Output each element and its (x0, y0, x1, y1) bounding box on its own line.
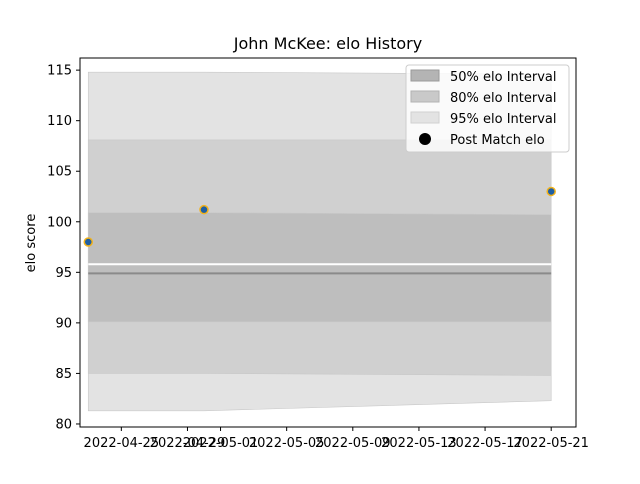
center-lines (88, 263, 552, 275)
y-axis: 80 85 90 95 100 105 110 115 (47, 64, 80, 432)
y-tick-label: 80 (55, 417, 72, 432)
y-tick-label: 95 (55, 266, 72, 281)
legend-label-50: 50% elo Interval (450, 70, 557, 85)
y-tick-label: 115 (47, 64, 72, 79)
y-tick-label: 85 (55, 367, 72, 382)
x-tick-label: 2022-05-01 (183, 436, 259, 451)
legend-swatch-95 (410, 111, 440, 124)
x-tick-label: 2022-05-05 (249, 436, 325, 451)
y-tick-label: 90 (55, 316, 72, 331)
x-tick-label: 2022-05-21 (513, 436, 589, 451)
data-points (83, 186, 556, 247)
y-tick-label: 100 (47, 215, 72, 230)
band-50-percent (87, 212, 552, 323)
x-tick-label: 2022-05-13 (381, 436, 457, 451)
y-tick-label: 110 (47, 114, 72, 129)
post-match-elo-point (83, 237, 94, 247)
legend-box (405, 64, 570, 153)
legend-label-post-match: Post Match elo (450, 133, 545, 148)
y-axis-label: elo score (24, 214, 39, 273)
legend-label-80: 80% elo Interval (450, 91, 557, 106)
plot-frame (79, 57, 577, 428)
post-match-elo-point (546, 186, 556, 197)
x-tick-label: 2022-04-25 (84, 436, 160, 451)
x-tick-label: 2022-05-09 (315, 436, 391, 451)
x-tick-label: 2022-04-29 (150, 436, 226, 451)
legend-swatch-80 (410, 90, 440, 103)
legend-swatch-50 (410, 69, 440, 82)
x-tick-label: 2022-05-17 (447, 436, 523, 451)
post-match-elo-point (199, 204, 209, 215)
chart-title: John McKee: elo History (233, 34, 422, 53)
legend: 50% elo Interval 80% elo Interval 95% el… (405, 64, 570, 153)
x-axis: 2022-04-252022-04-292022-05-012022-05-05… (84, 427, 589, 451)
interval-bands (87, 71, 552, 412)
legend-marker-post-match (419, 133, 431, 145)
y-tick-label: 105 (47, 165, 72, 180)
legend-label-95: 95% elo Interval (450, 112, 557, 127)
